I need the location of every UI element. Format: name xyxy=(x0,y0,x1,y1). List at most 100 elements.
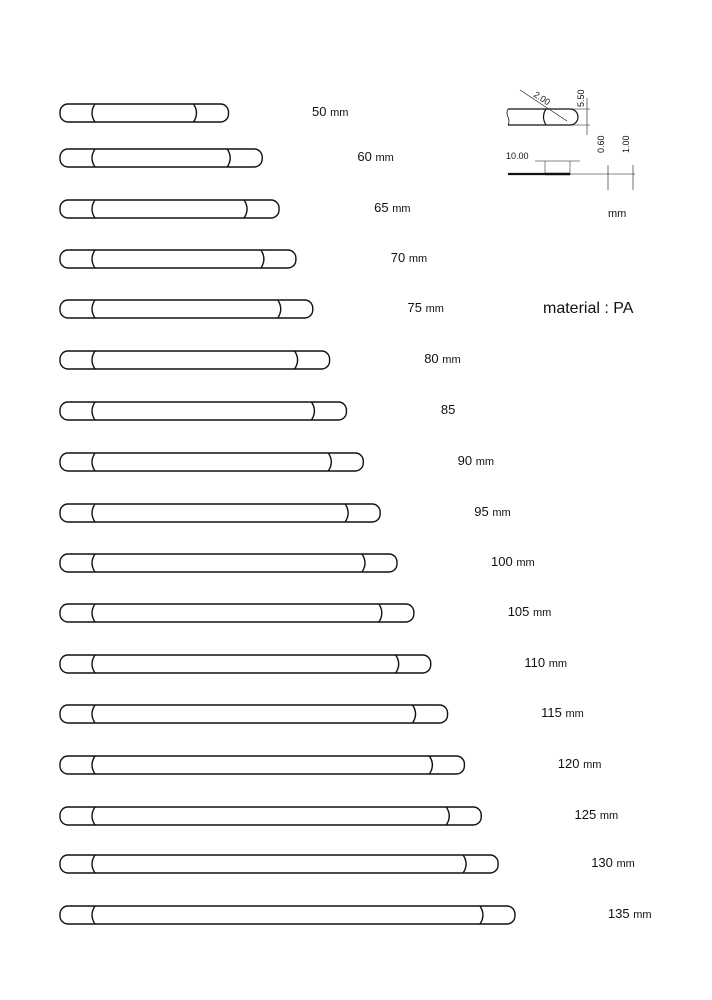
strip-length-value: 125 xyxy=(574,807,597,822)
strip-length-value: 105 xyxy=(507,604,530,619)
strip-left-fold xyxy=(91,148,96,168)
strip-length-unit: mm xyxy=(516,557,535,569)
strip-outline xyxy=(59,350,331,370)
strip-left-fold xyxy=(91,553,96,573)
strip-70 xyxy=(59,249,297,269)
strip-left-fold xyxy=(91,806,96,826)
strip-length-value: 115 xyxy=(541,705,562,720)
strip-outline xyxy=(59,401,348,421)
strip-length-value: 65 xyxy=(374,200,389,215)
strip-left-fold xyxy=(91,103,96,123)
strip-125 xyxy=(59,806,482,826)
strip-right-fold xyxy=(243,199,248,219)
strip-outline xyxy=(59,299,314,319)
strip-outline xyxy=(59,199,280,219)
strip-length-unit: mm xyxy=(599,810,619,822)
strip-90 xyxy=(59,452,364,472)
strip-115 xyxy=(59,704,449,724)
strip-right-fold xyxy=(378,603,383,623)
strip-length-label: 105 mm xyxy=(508,604,552,619)
strip-right-fold xyxy=(361,553,366,573)
strip-length-label: 110 mm xyxy=(524,655,567,670)
strip-length-value: 70 xyxy=(390,250,406,265)
strip-length-value: 110 xyxy=(524,655,546,670)
strip-left-fold xyxy=(91,905,96,925)
strip-length-label: 125 mm xyxy=(575,807,619,822)
strip-outline xyxy=(59,603,415,623)
strip-length-label: 50 mm xyxy=(312,104,348,119)
strip-length-label: 90 mm xyxy=(458,453,494,468)
strip-right-fold xyxy=(411,704,417,724)
strip-length-label: 60 mm xyxy=(357,149,393,164)
material-label: material : PA xyxy=(543,300,634,317)
strip-outline xyxy=(59,452,364,472)
strip-right-fold xyxy=(294,350,299,370)
strip-length-unit: mm xyxy=(330,107,349,119)
strip-outline xyxy=(59,854,499,874)
strip-length-label: 65 mm xyxy=(374,200,410,215)
detail-inner-bracket xyxy=(542,108,547,126)
strip-length-unit: mm xyxy=(392,203,411,215)
strip-length-value: 60 xyxy=(357,149,372,164)
strip-right-fold xyxy=(445,806,450,826)
strip-right-fold xyxy=(479,905,484,925)
strip-right-fold xyxy=(226,148,231,168)
strip-length-value: 130 xyxy=(591,855,613,870)
strip-105 xyxy=(59,603,415,623)
strip-length-value: 50 xyxy=(312,104,327,119)
strip-length-label: 95 mm xyxy=(474,504,510,519)
strip-length-unit: mm xyxy=(616,858,635,870)
strip-left-fold xyxy=(91,654,96,674)
strip-left-fold xyxy=(91,350,96,370)
strip-50 xyxy=(59,103,230,123)
strip-outline xyxy=(59,503,381,523)
strip-outline xyxy=(59,755,466,775)
strip-right-fold xyxy=(395,654,400,674)
strip-length-unit: mm xyxy=(442,354,461,366)
strip-length-unit: mm xyxy=(583,759,602,771)
strip-length-value: 120 xyxy=(557,756,580,771)
strip-outline xyxy=(59,654,432,674)
strip-length-label: 75 mm xyxy=(408,300,444,315)
strip-length-label: 120 mm xyxy=(558,756,602,771)
strip-length-label: 100 mm xyxy=(491,554,535,569)
strip-length-value: 135 xyxy=(607,906,630,921)
strip-left-fold xyxy=(91,503,96,523)
strip-length-value: 80 xyxy=(424,351,439,366)
strip-right-fold xyxy=(462,854,467,874)
strip-length-label: 70 mm xyxy=(391,250,427,265)
strip-75 xyxy=(59,299,314,319)
detail-strip-end xyxy=(508,108,579,126)
strip-outline xyxy=(59,704,449,724)
strip-110 xyxy=(59,654,432,674)
strip-length-unit: mm xyxy=(375,152,394,164)
strip-length-label: 115 mm xyxy=(541,705,584,720)
thin-thickness-label: 0.60 xyxy=(596,135,606,153)
strip-length-unit: mm xyxy=(548,658,568,670)
strip-left-fold xyxy=(91,299,96,319)
strip-length-unit: mm xyxy=(492,507,511,519)
strip-left-fold xyxy=(91,249,96,269)
width-label: 5.50 xyxy=(576,89,586,107)
end-length-label: 10.00 xyxy=(506,151,529,161)
strip-left-fold xyxy=(91,401,96,421)
strip-outline xyxy=(59,249,297,269)
strip-length-unit: mm xyxy=(425,303,444,315)
strip-left-fold xyxy=(91,199,96,219)
strip-right-fold xyxy=(428,755,434,775)
strip-right-fold xyxy=(260,249,265,269)
strip-right-fold xyxy=(277,299,282,319)
strip-right-fold xyxy=(192,103,198,123)
strip-120 xyxy=(59,755,466,775)
strip-95 xyxy=(59,503,381,523)
strip-85 xyxy=(59,401,348,421)
strip-length-unit: mm xyxy=(565,708,584,720)
strip-left-fold xyxy=(91,452,96,472)
strip-80 xyxy=(59,350,331,370)
strip-right-fold xyxy=(327,452,332,472)
strip-length-label: 85 xyxy=(441,402,455,417)
strip-length-value: 75 xyxy=(407,300,422,315)
strip-135 xyxy=(59,905,516,925)
strip-length-unit: mm xyxy=(633,909,652,921)
strip-65 xyxy=(59,199,280,219)
